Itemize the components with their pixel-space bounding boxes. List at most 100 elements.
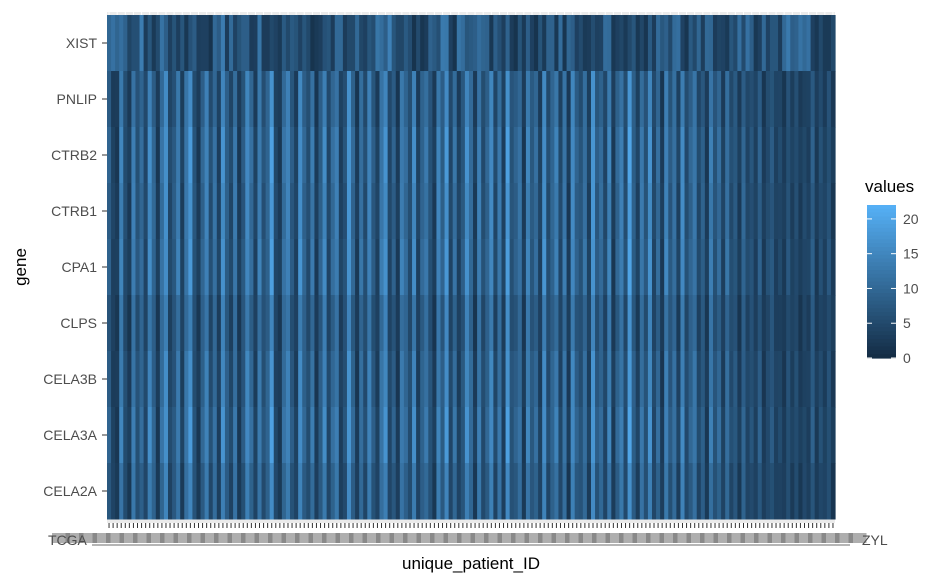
heatmap-cell bbox=[237, 351, 242, 408]
y-tick-label: XIST bbox=[66, 35, 98, 51]
heatmap-cell bbox=[168, 127, 173, 184]
heatmap-cell bbox=[391, 239, 397, 296]
x-tick-label-overlap bbox=[538, 533, 556, 543]
heatmap-cell bbox=[745, 183, 751, 240]
heatmap-cell bbox=[485, 351, 490, 408]
heatmap-cell bbox=[513, 15, 519, 72]
heatmap-cell bbox=[599, 239, 604, 296]
heatmap-cell bbox=[285, 463, 291, 520]
heatmap-cell bbox=[159, 351, 165, 408]
heatmap-cell bbox=[188, 295, 194, 352]
heatmap-cell bbox=[798, 295, 804, 352]
x-tick-label-overlap bbox=[619, 533, 637, 543]
heatmap-cell bbox=[566, 127, 572, 184]
heatmap-cell bbox=[582, 351, 588, 408]
heatmap-cell bbox=[355, 239, 360, 296]
heatmap-cell bbox=[753, 239, 759, 296]
heatmap-cell bbox=[155, 295, 161, 352]
heatmap-cell bbox=[513, 127, 519, 184]
heatmap-cell bbox=[757, 71, 763, 128]
heatmap-cell bbox=[619, 183, 625, 240]
heatmap-cell bbox=[721, 239, 726, 296]
heatmap-cell bbox=[424, 127, 429, 184]
heatmap-cell bbox=[436, 351, 442, 408]
heatmap-cell bbox=[220, 127, 226, 184]
heatmap-cell bbox=[253, 239, 259, 296]
heatmap-cell bbox=[237, 295, 242, 352]
heatmap-cell bbox=[546, 15, 551, 72]
heatmap-cell bbox=[359, 407, 364, 464]
heatmap-cell bbox=[180, 239, 185, 296]
heatmap-cell bbox=[810, 351, 816, 408]
heatmap-cell bbox=[676, 183, 682, 240]
heatmap-cell bbox=[700, 71, 706, 128]
heatmap-cell bbox=[660, 407, 665, 464]
heatmap-cell bbox=[334, 295, 340, 352]
heatmap-cell bbox=[830, 351, 836, 408]
heatmap-cell bbox=[623, 463, 629, 520]
heatmap-cell bbox=[208, 239, 214, 296]
heatmap-cell bbox=[574, 295, 580, 352]
heatmap-cell bbox=[802, 15, 808, 72]
heatmap-cell bbox=[635, 239, 641, 296]
heatmap-cell bbox=[798, 127, 804, 184]
heatmap-cell bbox=[249, 463, 255, 520]
heatmap-cell bbox=[643, 407, 649, 464]
heatmap-cell bbox=[184, 15, 189, 72]
heatmap-cell bbox=[119, 127, 124, 184]
heatmap-cell bbox=[212, 295, 218, 352]
colorbar-step bbox=[867, 312, 896, 317]
heatmap-cell bbox=[505, 351, 511, 408]
heatmap-cell bbox=[814, 71, 820, 128]
heatmap-cell bbox=[420, 351, 425, 408]
heatmap-cell bbox=[497, 15, 503, 72]
heatmap-cell bbox=[765, 295, 771, 352]
x-tick-label-overlap bbox=[578, 533, 597, 543]
heatmap-cell bbox=[558, 239, 564, 296]
heatmap-cell bbox=[172, 463, 177, 520]
heatmap-cell bbox=[460, 127, 466, 184]
heatmap-cell bbox=[574, 183, 580, 240]
heatmap-cell bbox=[570, 71, 576, 128]
heatmap-cell bbox=[216, 295, 222, 352]
heatmap-cell bbox=[306, 463, 311, 520]
heatmap-cell bbox=[468, 463, 474, 520]
heatmap-cell bbox=[416, 463, 421, 520]
heatmap-cell bbox=[631, 15, 637, 72]
heatmap-cell bbox=[416, 127, 421, 184]
heatmap-cell bbox=[115, 127, 120, 184]
heatmap-cell bbox=[765, 15, 771, 72]
y-axis-title: gene bbox=[11, 248, 30, 286]
heatmap-cell bbox=[493, 295, 499, 352]
heatmap-cell bbox=[208, 351, 214, 408]
y-tick-label: CELA2A bbox=[43, 483, 97, 499]
heatmap-cell bbox=[351, 463, 356, 520]
colorbar-step bbox=[867, 308, 896, 313]
heatmap-cell bbox=[826, 295, 832, 352]
colorbar-step bbox=[867, 262, 896, 267]
heatmap-cell bbox=[212, 407, 218, 464]
heatmap-cell bbox=[432, 183, 438, 240]
heatmap-cell bbox=[460, 463, 466, 520]
heatmap-cell bbox=[680, 127, 686, 184]
heatmap-cell bbox=[729, 407, 734, 464]
heatmap-cell bbox=[468, 351, 474, 408]
heatmap-cell bbox=[664, 71, 669, 128]
heatmap-cell bbox=[383, 127, 389, 184]
heatmap-cell bbox=[395, 127, 401, 184]
heatmap-cell bbox=[310, 351, 316, 408]
heatmap-cell bbox=[208, 407, 214, 464]
heatmap-cell bbox=[773, 15, 779, 72]
heatmap-cell bbox=[273, 15, 279, 72]
heatmap-cell bbox=[448, 463, 454, 520]
heatmap-cell bbox=[615, 407, 621, 464]
heatmap-cell bbox=[668, 183, 673, 240]
heatmap-cell bbox=[168, 15, 173, 72]
heatmap-cell bbox=[664, 407, 669, 464]
heatmap-cell bbox=[786, 351, 791, 408]
heatmap-cell bbox=[241, 15, 246, 72]
heatmap-cell bbox=[452, 127, 458, 184]
heatmap-cell bbox=[314, 71, 320, 128]
colorbar-step bbox=[867, 354, 896, 359]
heatmap-cell bbox=[436, 407, 442, 464]
